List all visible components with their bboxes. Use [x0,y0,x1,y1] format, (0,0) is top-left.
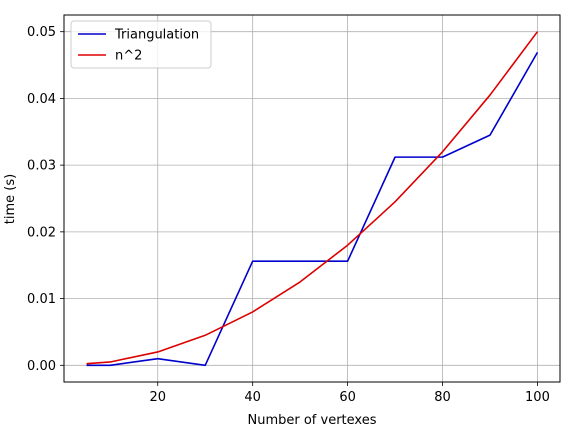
legend-label-triangulation: Triangulation [114,28,199,43]
x-tick-label: 40 [244,390,261,405]
legend-label-n-squared: n^2 [115,49,142,64]
series-line-triangulation [86,51,539,367]
y-tick-label: 0.01 [27,292,56,307]
plot-frame [63,14,561,383]
series-layer [86,31,539,367]
x-axis-label: Number of vertexes [248,413,377,428]
y-axis-ticks: 0.00 0.01 0.02 0.03 0.04 0.05 [27,25,64,374]
y-tick-label: 0.00 [27,359,56,374]
x-axis-ticks: 20 40 60 80 100 [149,382,550,405]
y-axis-label: time (s) [3,174,18,224]
legend: Triangulation n^2 [70,20,212,69]
series-line-n-squared [86,31,539,365]
y-tick-label: 0.04 [27,92,56,107]
x-tick-label: 60 [339,390,356,405]
x-tick-label: 100 [525,390,550,405]
legend-box [70,20,212,69]
y-tick-label: 0.02 [27,225,56,240]
grid-lines [64,15,560,382]
y-tick-label: 0.03 [27,159,56,174]
x-tick-label: 20 [149,390,166,405]
x-tick-label: 80 [434,390,451,405]
y-tick-label: 0.05 [27,25,56,40]
